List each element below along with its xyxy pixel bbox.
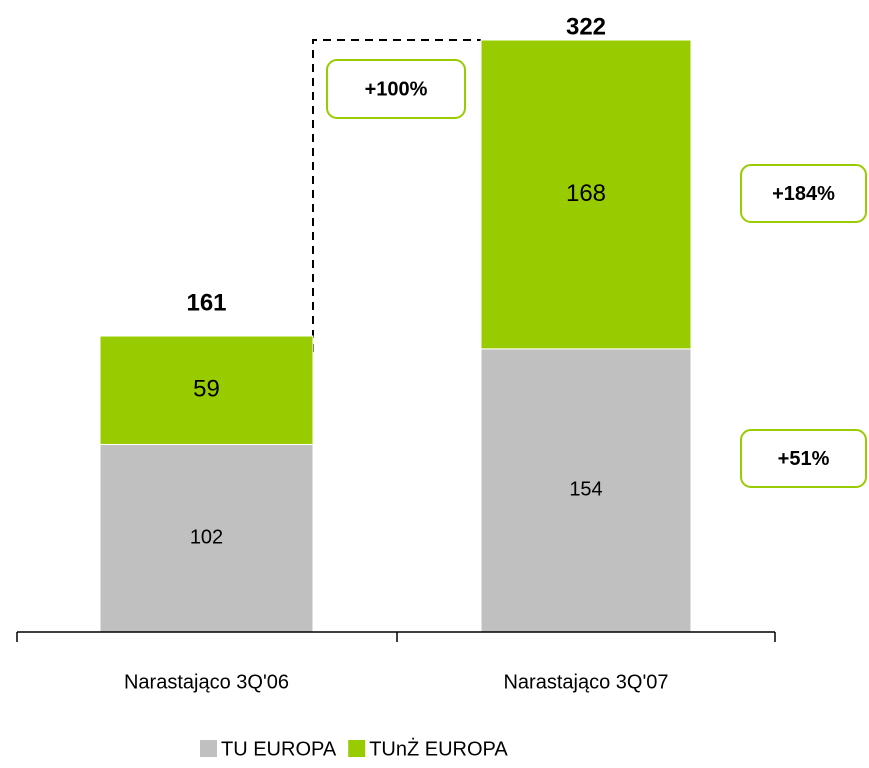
segment-label: 168 [566, 180, 606, 207]
annotation-box [740, 429, 867, 488]
legend-label: TU EUROPA [221, 738, 337, 760]
annotation: +184% [772, 183, 835, 205]
annotation-box [326, 59, 466, 119]
x-tick-label: Narastająco 3Q'06 [124, 671, 289, 693]
total-label: 322 [566, 13, 606, 40]
annotation-box [740, 164, 867, 223]
bar-segment [480, 39, 692, 350]
legend-swatch [348, 740, 366, 757]
bar-segment [99, 335, 314, 445]
x-tick-label: Narastająco 3Q'07 [503, 671, 668, 693]
segment-label: 154 [569, 479, 602, 501]
segment-label: 59 [193, 376, 220, 403]
total-label: 161 [186, 289, 226, 316]
annotation: +51% [778, 448, 830, 470]
growth-connector [312, 39, 481, 352]
segment-label: 102 [190, 527, 223, 549]
legend-label: TUnŻ EUROPA [369, 737, 508, 760]
legend-swatch [200, 740, 217, 757]
annotation: +100% [365, 78, 428, 100]
